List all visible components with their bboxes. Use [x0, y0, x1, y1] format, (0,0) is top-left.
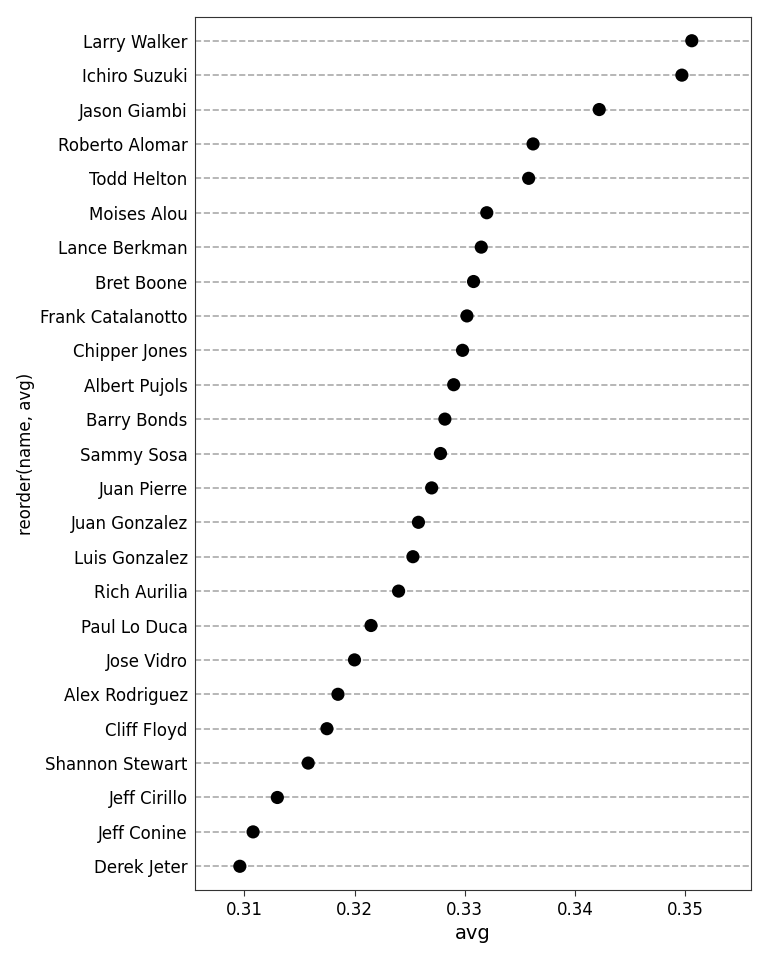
Point	[456, 343, 468, 358]
Point	[425, 480, 438, 495]
Point	[522, 171, 535, 186]
Point	[461, 308, 473, 324]
Point	[468, 274, 480, 289]
Point	[435, 445, 447, 461]
Point	[321, 721, 333, 736]
Point	[481, 205, 493, 221]
Point	[365, 618, 377, 634]
Point	[407, 549, 419, 564]
Point	[349, 652, 361, 667]
Point	[412, 515, 425, 530]
Point	[448, 377, 460, 393]
Point	[439, 412, 451, 427]
Point	[593, 102, 605, 117]
X-axis label: avg: avg	[455, 924, 491, 944]
Y-axis label: reorder(name, avg): reorder(name, avg)	[17, 372, 35, 535]
Point	[527, 136, 539, 152]
Point	[247, 825, 260, 840]
Point	[271, 790, 283, 805]
Point	[332, 686, 344, 702]
Point	[302, 756, 314, 771]
Point	[392, 584, 405, 599]
Point	[475, 239, 488, 254]
Point	[233, 858, 246, 874]
Point	[676, 67, 688, 83]
Point	[686, 33, 698, 48]
